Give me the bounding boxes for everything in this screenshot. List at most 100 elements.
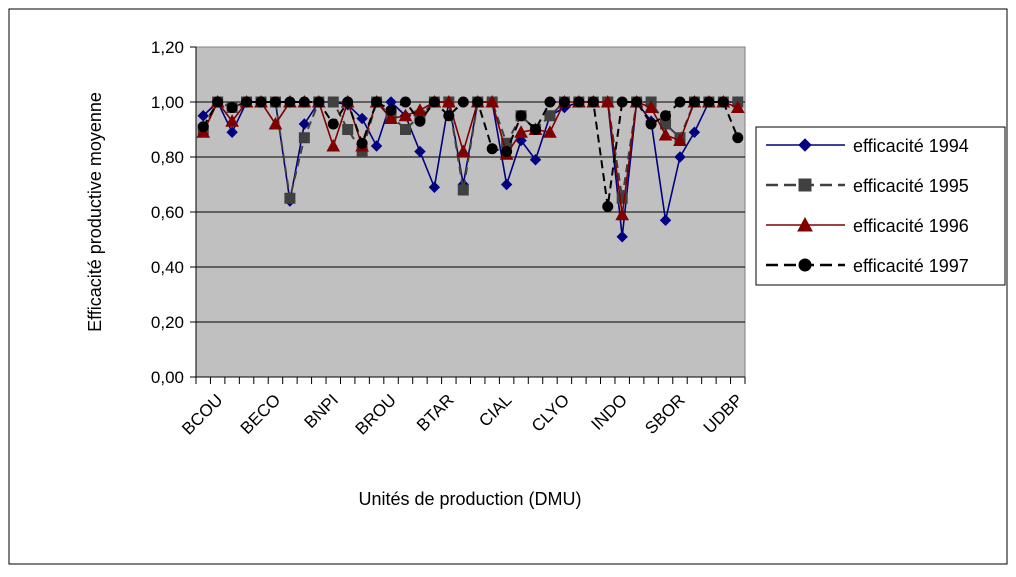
data-point (501, 146, 513, 157)
data-point (313, 96, 325, 108)
data-point (529, 154, 542, 166)
data-point (197, 110, 209, 122)
data-point (798, 258, 812, 272)
y-tick-label: 1,20 (151, 38, 184, 57)
data-point (284, 96, 296, 108)
data-point (673, 133, 687, 146)
data-point (443, 110, 455, 122)
y-tick-label: 0,80 (151, 148, 184, 167)
data-point (414, 115, 426, 127)
data-point (456, 144, 471, 157)
data-point (660, 110, 672, 122)
data-point (457, 96, 469, 108)
data-point (645, 118, 657, 130)
data-point (371, 96, 383, 108)
legend: efficacité 1994 efficacité 1995 efficacité… (755, 126, 1006, 286)
data-point (268, 116, 283, 130)
data-point (385, 104, 397, 116)
data-point (616, 96, 628, 108)
data-point (798, 138, 812, 152)
data-point (587, 96, 599, 108)
data-point (226, 126, 238, 138)
data-point (370, 140, 383, 152)
data-point (225, 114, 239, 127)
data-point (730, 100, 745, 113)
legend-label: efficacité 1996 (853, 216, 969, 236)
data-point (413, 103, 427, 116)
legend-label: efficacité 1994 (853, 136, 969, 156)
data-point (703, 96, 715, 108)
data-point (515, 110, 527, 122)
data-point (616, 231, 628, 243)
data-point (342, 96, 354, 108)
data-point (544, 96, 556, 108)
data-point (356, 137, 368, 149)
data-point (298, 132, 310, 144)
legend-item: efficacité 1996 (766, 216, 969, 236)
data-point (398, 108, 413, 122)
data-point (530, 124, 542, 135)
data-point (384, 111, 398, 124)
data-point (797, 216, 813, 232)
data-point (543, 125, 557, 138)
data-point (500, 178, 513, 191)
legend-item: efficacité 1994 (766, 136, 969, 156)
data-point (327, 96, 339, 108)
data-point (428, 181, 441, 193)
legend-label: efficacité 1997 (853, 256, 969, 276)
data-point (326, 138, 341, 152)
data-point (688, 96, 700, 108)
data-point (674, 96, 686, 108)
x-axis-title: Unités de production (DMU) (358, 489, 581, 509)
legend-item: efficacité 1995 (766, 176, 969, 196)
data-point (544, 110, 556, 122)
y-tick-label: 1,00 (151, 93, 184, 112)
data-point (255, 96, 267, 108)
y-tick-label: 0,40 (151, 258, 184, 277)
y-tick-label: 0,00 (151, 368, 184, 387)
data-point (284, 192, 296, 204)
data-point (616, 192, 628, 204)
data-point (457, 184, 469, 196)
data-point (514, 125, 528, 138)
data-point (197, 121, 209, 133)
y-tick-label: 0,20 (151, 313, 184, 332)
data-point (485, 94, 500, 108)
data-point (298, 96, 310, 108)
data-point (515, 134, 527, 147)
series-4 (197, 96, 744, 212)
data-point (399, 96, 411, 108)
data-point (298, 118, 311, 130)
data-point (631, 96, 643, 108)
data-point (472, 96, 484, 108)
data-point (798, 178, 812, 192)
data-point (212, 96, 224, 108)
y-tick-label: 0,60 (151, 203, 184, 222)
legend-box (755, 126, 1006, 286)
data-point (602, 201, 614, 212)
data-point (615, 207, 630, 221)
data-point (732, 132, 744, 144)
data-point (269, 96, 281, 108)
data-point (688, 126, 701, 138)
data-point (486, 143, 498, 155)
data-point (659, 214, 672, 226)
data-point (674, 151, 686, 163)
legend-label: efficacité 1995 (853, 176, 969, 196)
data-point (658, 127, 673, 141)
data-point (644, 100, 658, 113)
data-point (600, 94, 615, 108)
data-point (414, 145, 426, 158)
data-point (327, 118, 339, 130)
data-point (342, 124, 354, 135)
data-point (226, 102, 238, 113)
data-point (428, 96, 440, 108)
series-layer (196, 94, 745, 243)
legend-item: efficacité 1997 (766, 256, 969, 276)
data-point (241, 96, 253, 108)
data-point (573, 96, 585, 108)
data-point (558, 96, 570, 108)
data-point (399, 124, 411, 135)
data-point (717, 96, 729, 108)
